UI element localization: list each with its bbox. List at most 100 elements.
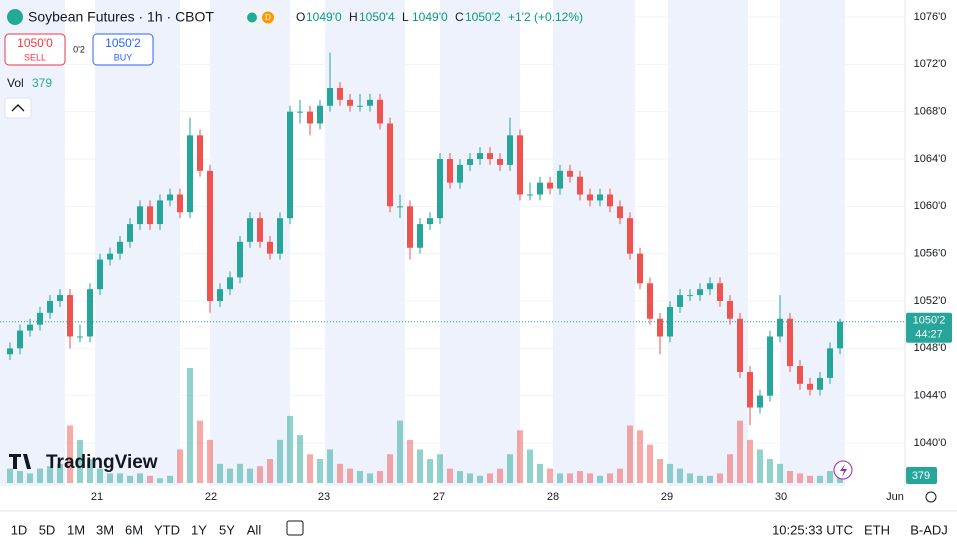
settings-icon[interactable] xyxy=(925,491,937,503)
volume-bar xyxy=(137,473,143,483)
volume-bar xyxy=(17,471,23,483)
volume-bar xyxy=(287,415,293,483)
legend-value: 1049'0 xyxy=(412,10,448,24)
volume-value: 379 xyxy=(32,76,52,90)
volume-bar xyxy=(487,473,493,483)
range-button[interactable]: 1D xyxy=(11,522,28,537)
volume-bar xyxy=(677,468,683,483)
range-button[interactable]: YTD xyxy=(154,522,180,537)
date-range-icon[interactable] xyxy=(286,520,304,536)
volume-bar xyxy=(27,473,33,483)
candle-body xyxy=(147,206,153,225)
candle-body xyxy=(237,241,243,278)
last-volume-tag xyxy=(906,467,937,484)
volume-bar xyxy=(457,471,463,483)
candle-body xyxy=(687,295,693,297)
volume-bar xyxy=(727,454,733,483)
volume-bar xyxy=(437,454,443,483)
volume-bar xyxy=(567,473,573,483)
range-button[interactable]: 1Y xyxy=(191,522,207,537)
volume-bar xyxy=(187,368,193,483)
candle-body xyxy=(587,194,593,201)
candle-body xyxy=(437,159,443,219)
grid: 1040'0 1044'0 1048'0 1052'0 1056'0 1060'0 1064… xyxy=(0,11,946,503)
volume-bar xyxy=(497,468,503,483)
candle-body xyxy=(477,153,483,159)
candle-body xyxy=(187,135,193,213)
candle-body xyxy=(457,164,463,183)
volume-bar xyxy=(77,439,83,483)
candle-body xyxy=(517,135,523,195)
volume-bar xyxy=(317,459,323,483)
volume-bar xyxy=(277,439,283,483)
candle-body xyxy=(97,259,103,290)
volume-bar xyxy=(547,468,553,483)
volume-bar xyxy=(387,454,393,483)
volume-bar xyxy=(757,449,763,483)
logo-text: TradingView xyxy=(46,452,158,473)
y-tick-label: 1044'0 xyxy=(914,390,947,402)
volume-bar xyxy=(157,478,163,483)
candle-body xyxy=(57,295,63,301)
collapse-button[interactable] xyxy=(4,97,32,119)
y-tick-label: 1076'0 xyxy=(914,11,947,23)
volume-bar xyxy=(57,463,63,483)
range-button[interactable]: 6M xyxy=(125,522,143,537)
volume-bar xyxy=(517,430,523,483)
volume-bar xyxy=(467,473,473,483)
volume-bar xyxy=(617,468,623,483)
volume-bar xyxy=(697,475,703,483)
candle-body xyxy=(247,218,253,242)
range-button[interactable]: All xyxy=(247,522,262,537)
candle-body xyxy=(657,318,663,337)
volume-bar xyxy=(197,420,203,483)
legend-key: C xyxy=(455,10,464,24)
legend-key: O xyxy=(296,10,305,24)
symbol-title: Soybean Futures · 1h · CBOT xyxy=(28,9,214,25)
collapse-icon xyxy=(11,104,25,112)
candle-body xyxy=(277,218,283,254)
candle-body xyxy=(577,176,583,195)
logo-mark xyxy=(9,454,31,469)
volume-bar xyxy=(227,468,233,483)
volume-bar xyxy=(147,475,153,483)
volume-bar xyxy=(337,463,343,483)
range-button[interactable]: 5D xyxy=(39,522,56,537)
y-tick-label: 1056'0 xyxy=(914,248,947,260)
volume-bar xyxy=(367,473,373,483)
volume-bar xyxy=(207,439,213,483)
candle-body xyxy=(287,111,293,219)
volume-bar xyxy=(507,454,513,483)
volume-bar xyxy=(577,471,583,483)
volume-label: Vol xyxy=(7,76,24,90)
adjust[interactable]: B-ADJ xyxy=(910,522,948,537)
y-tick-label: 1052'0 xyxy=(914,295,947,307)
candle-body xyxy=(557,170,563,189)
session[interactable]: ETH xyxy=(864,522,890,537)
range-button[interactable]: 5Y xyxy=(219,522,235,537)
range-button[interactable]: 3M xyxy=(96,522,114,537)
volume-bar xyxy=(737,420,743,483)
volume-bar xyxy=(657,459,663,483)
candle-body xyxy=(777,318,783,337)
candle-body xyxy=(537,182,543,195)
volume-bar xyxy=(427,459,433,483)
range-button[interactable]: 1M xyxy=(67,522,85,537)
overlay: 1050'2 44:27 379 xyxy=(0,312,952,484)
sell-button[interactable] xyxy=(4,33,66,66)
candle-body xyxy=(547,182,553,189)
volume-bar xyxy=(117,473,123,483)
candle-body xyxy=(397,206,403,208)
buy-button[interactable] xyxy=(92,33,154,66)
candle-body xyxy=(497,159,503,165)
symbol-icon xyxy=(7,9,23,25)
y-tick-label: 1040'0 xyxy=(914,437,947,449)
candle-body xyxy=(17,330,23,349)
candle-body xyxy=(427,218,433,225)
volume-bar xyxy=(127,475,133,483)
volume-bar xyxy=(177,449,183,483)
last-price-label: 1050'2 xyxy=(913,315,946,327)
candle-body xyxy=(627,218,633,254)
volume-bar xyxy=(447,468,453,483)
volume-bar xyxy=(417,449,423,483)
